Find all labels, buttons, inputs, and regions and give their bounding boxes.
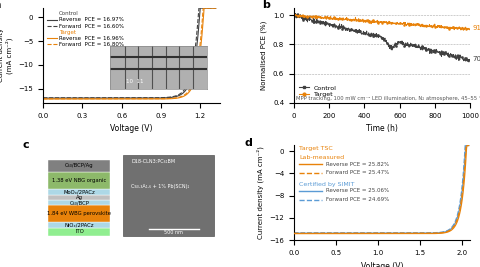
Text: C₆₀/BCP/Ag: C₆₀/BCP/Ag [65,163,94,168]
Text: NiOₓ/2PACz: NiOₓ/2PACz [65,223,94,228]
Text: Forward PCE = 25.47%: Forward PCE = 25.47% [325,171,389,175]
Legend: Control, Reverse  PCE = 16.97%, Forward  PCE = 16.60%, Target, Reverse  PCE = 16: Control, Reverse PCE = 16.97%, Forward P… [46,11,124,48]
Text: Certified by SIMIT: Certified by SIMIT [299,182,355,187]
Text: ITO: ITO [75,229,84,234]
Y-axis label: Current density (mA cm⁻²): Current density (mA cm⁻²) [256,147,264,239]
Text: Target TSC: Target TSC [299,146,333,151]
FancyBboxPatch shape [48,160,110,172]
Y-axis label: Current density
(mA cm⁻²): Current density (mA cm⁻²) [0,28,13,83]
Text: Reverse PCE = 25.82%: Reverse PCE = 25.82% [325,162,389,167]
FancyBboxPatch shape [48,205,110,222]
Text: d: d [244,138,252,148]
Text: 500 nm: 500 nm [164,230,183,235]
Text: MoOₓ/2PACz: MoOₓ/2PACz [63,190,95,195]
Text: Cs₀.₃A₁.₆ + 1% Pb(SCN)₂: Cs₀.₃A₁.₆ + 1% Pb(SCN)₂ [132,184,190,189]
FancyBboxPatch shape [48,228,110,235]
Text: b: b [262,1,270,10]
Text: 70%: 70% [472,56,480,62]
Text: a: a [0,1,1,10]
X-axis label: Voltage (V): Voltage (V) [110,124,153,133]
FancyBboxPatch shape [48,222,110,228]
X-axis label: Time (h): Time (h) [366,124,398,133]
Text: 1.38 eV NBG organic: 1.38 eV NBG organic [52,178,107,183]
FancyBboxPatch shape [122,155,215,235]
Text: c: c [22,140,29,150]
Text: D18-CLN3:PC₆₁BM: D18-CLN3:PC₆₁BM [132,159,176,164]
Text: 1.84 eV WBG perovskite: 1.84 eV WBG perovskite [48,211,111,216]
FancyBboxPatch shape [48,172,110,189]
X-axis label: Voltage (V): Voltage (V) [361,262,403,267]
FancyBboxPatch shape [48,200,110,205]
FancyBboxPatch shape [48,189,110,195]
Text: Lab-measured: Lab-measured [299,155,344,160]
Text: Forward PCE = 24.69%: Forward PCE = 24.69% [325,197,389,202]
Text: Ag: Ag [76,195,83,200]
Legend: Control, Target: Control, Target [297,83,339,100]
Text: Reverse PCE = 25.06%: Reverse PCE = 25.06% [325,189,389,194]
Text: 91%: 91% [472,25,480,32]
Y-axis label: Normalised PCE (%): Normalised PCE (%) [261,21,267,90]
Text: MPP tracking, 100 mW cm⁻² LED illumination, N₂ atmosphere, 45–55 °C: MPP tracking, 100 mW cm⁻² LED illuminati… [296,96,480,101]
FancyBboxPatch shape [48,195,110,200]
Text: C₆₀/BCP: C₆₀/BCP [70,200,89,205]
